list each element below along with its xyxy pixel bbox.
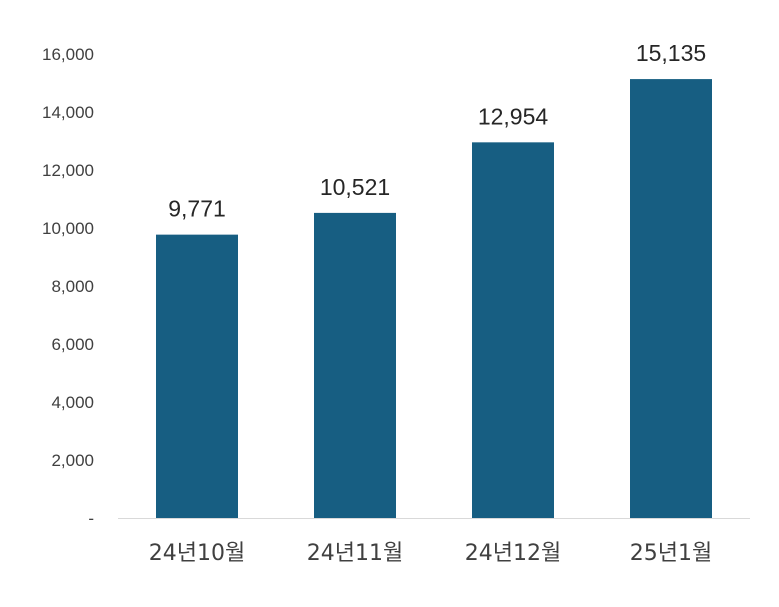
- bar: [314, 212, 396, 519]
- y-tick-label: 8,000: [51, 277, 94, 296]
- bar: [156, 234, 238, 519]
- bar-series: [156, 79, 712, 519]
- data-label: 9,771: [168, 196, 226, 222]
- y-tick-label: 6,000: [51, 335, 94, 354]
- data-label: 12,954: [478, 103, 549, 129]
- x-axis-labels: 24년10월 24년11월 24년12월 25년1월: [149, 541, 712, 566]
- x-tick-label: 24년12월: [465, 541, 561, 566]
- y-tick-label: 16,000: [42, 45, 94, 64]
- x-tick-label: 25년1월: [630, 541, 712, 566]
- y-tick-label: 10,000: [42, 219, 94, 238]
- y-tick-label: -: [88, 509, 94, 528]
- x-tick-label: 24년10월: [149, 541, 245, 566]
- y-axis-ticks: - 2,000 4,000 6,000 8,000 10,000 12,000 14,000 1…: [42, 45, 94, 528]
- y-tick-label: 12,000: [42, 161, 94, 180]
- x-tick-label: 24년11월: [307, 541, 403, 566]
- y-tick-label: 14,000: [42, 103, 94, 122]
- data-label: 15,135: [636, 40, 706, 66]
- y-tick-label: 2,000: [51, 451, 94, 470]
- data-labels: 9,771 10,521 12,954 15,135: [168, 40, 706, 222]
- bar: [472, 142, 554, 519]
- y-tick-label: 4,000: [51, 393, 94, 412]
- data-label: 10,521: [320, 174, 390, 200]
- bar: [630, 79, 712, 519]
